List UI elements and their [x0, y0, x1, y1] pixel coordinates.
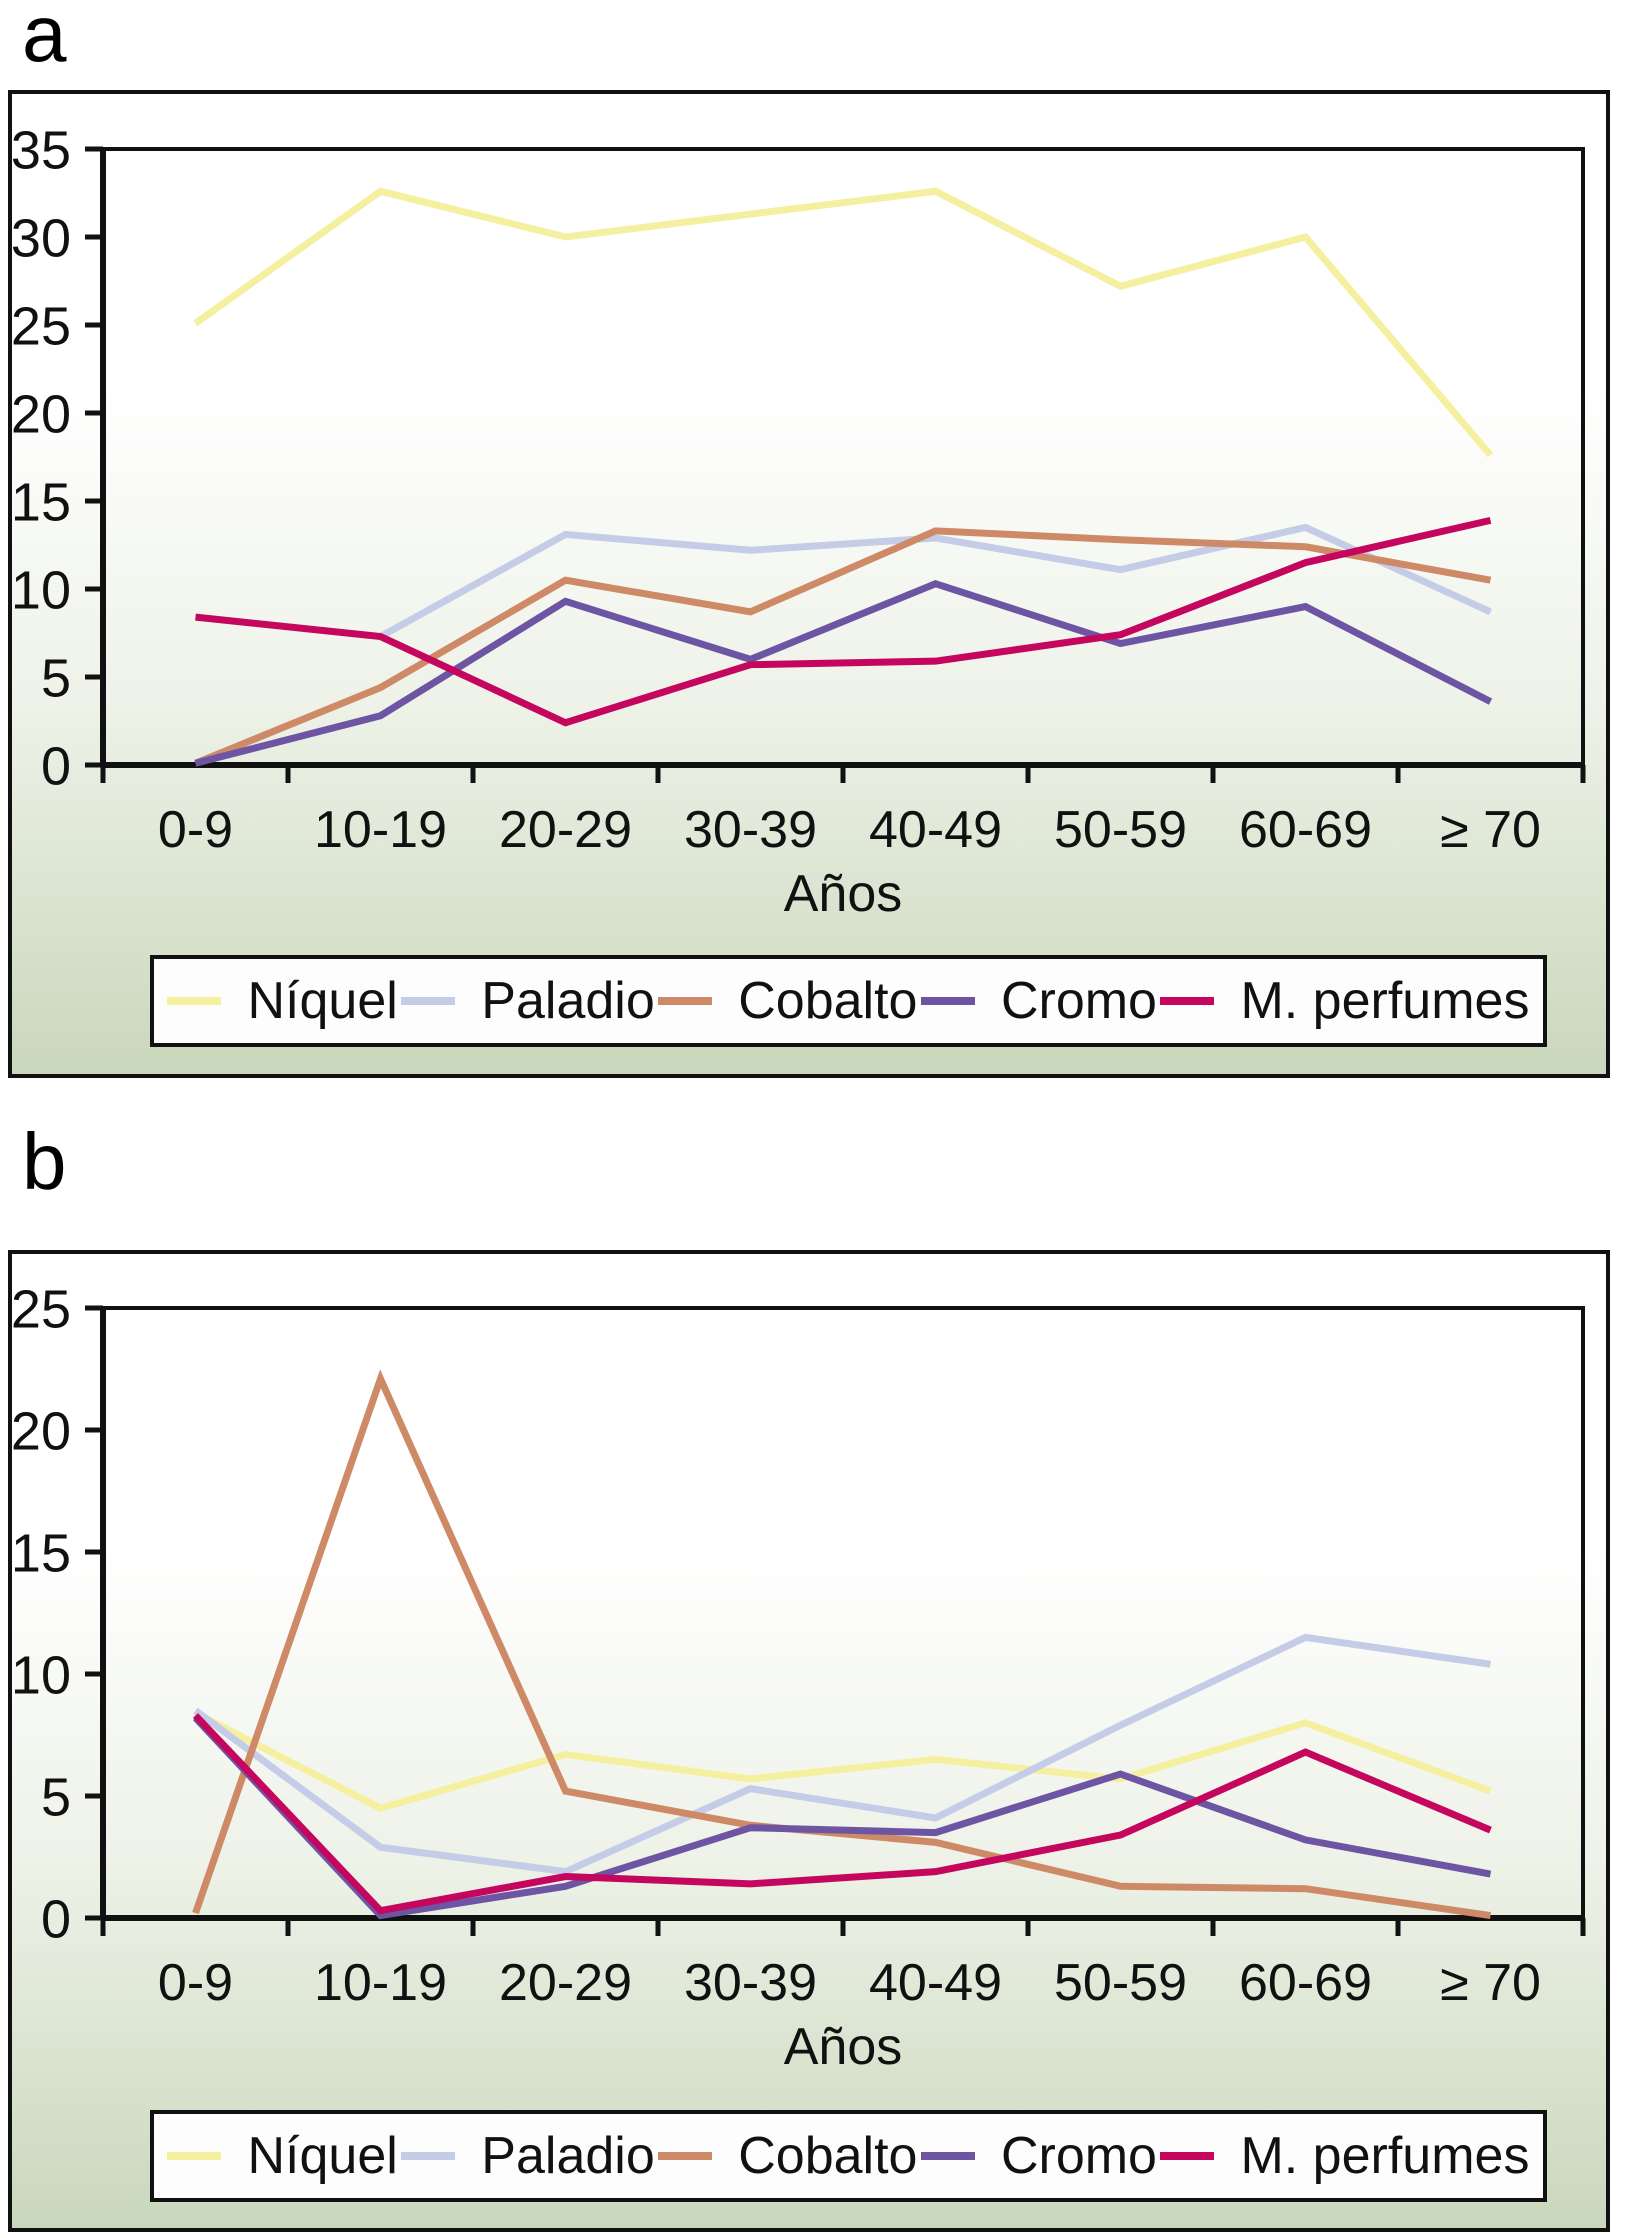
x-category-label: ≥ 70 — [1440, 801, 1541, 859]
legend-item-Cobalto: Cobalto — [658, 971, 917, 1031]
y-tick-label: 20 — [12, 1401, 71, 1461]
x-category-label: 0-9 — [158, 1954, 233, 2012]
legend-label: Níquel — [247, 2127, 398, 2185]
legend-swatch-Cobalto — [658, 997, 713, 1005]
x-category-label: 10-19 — [314, 1954, 447, 2012]
legend-item-Paladio: Paladio — [401, 971, 655, 1031]
legend-swatch-M. perfumes — [1160, 997, 1215, 1005]
x-category-label: 60-69 — [1239, 1954, 1372, 2012]
legend-label: M. perfumes — [1240, 2127, 1530, 2185]
legend-item-Níquel: Níquel — [167, 971, 398, 1031]
legend-label: Cobalto — [738, 2127, 918, 2185]
legend-label: Cobalto — [738, 972, 918, 1030]
legend-swatch-Paladio — [401, 997, 456, 1005]
series-line-Cobalto — [192, 1369, 1492, 1920]
x-axis-title: Años — [784, 865, 903, 923]
legend-swatch-Níquel — [167, 997, 222, 1005]
series-line-Níquel — [193, 1709, 1492, 1812]
legend-item-M. perfumes: M. perfumes — [1160, 971, 1529, 1031]
x-category-label: 10-19 — [314, 801, 447, 859]
chart-b-plot: 0 5 10 15 20 25 0-9 10-19 20-29 30-39 40-49 50-59 60… — [12, 1279, 1586, 2076]
y-tick-label: 25 — [12, 296, 71, 356]
x-category-label: ≥ 70 — [1440, 1954, 1541, 2012]
series-line-M. perfumes — [195, 516, 1492, 727]
legend-item-Níquel: Níquel — [167, 2126, 398, 2186]
series-line-M. perfumes — [192, 1713, 1492, 1915]
chart-panel-a: 0 5 10 15 20 25 30 35 0-9 10-19 20-29 30-39 40-49 50-… — [8, 90, 1610, 1078]
legend-swatch-Cobalto — [658, 2152, 713, 2160]
series-line-Cromo — [192, 1715, 1492, 1920]
x-category-label: 50-59 — [1054, 1954, 1187, 2012]
legend-item-Cromo: Cromo — [920, 971, 1157, 1031]
series-line-Paladio — [378, 523, 1492, 640]
x-category-label: 40-49 — [869, 801, 1002, 859]
y-tick-label: 0 — [41, 736, 71, 796]
legend-swatch-Cromo — [920, 2152, 975, 2160]
legend-swatch-Cromo — [920, 997, 975, 1005]
legend-label: M. perfumes — [1240, 972, 1530, 1030]
y-tick-label: 0 — [41, 1889, 71, 1949]
legend-label: Paladio — [481, 2127, 655, 2185]
series-line-Níquel — [193, 187, 1494, 458]
x-category-label: 40-49 — [869, 1954, 1002, 2012]
x-category-label: 30-39 — [684, 1954, 817, 2012]
legend-label: Cromo — [1000, 972, 1157, 1030]
legend-item-Cobalto: Cobalto — [658, 2126, 917, 2186]
y-tick-label: 35 — [12, 120, 71, 180]
legend-swatch-Paladio — [401, 2152, 456, 2160]
y-tick-label: 10 — [12, 560, 71, 620]
x-category-label: 20-29 — [499, 801, 632, 859]
legend-swatch-Níquel — [167, 2152, 222, 2160]
legend-swatch-M. perfumes — [1160, 2152, 1215, 2160]
x-category-label: 30-39 — [684, 801, 817, 859]
x-axis-title: Años — [784, 2018, 903, 2076]
y-tick-label: 15 — [12, 1523, 71, 1583]
chart-a-plot: 0 5 10 15 20 25 30 35 0-9 10-19 20-29 30-39 40-49 50-… — [12, 120, 1586, 923]
chart-a-legend: Níquel Paladio Cobalto Cromo M. perfumes — [150, 955, 1547, 1047]
x-category-label: 0-9 — [158, 801, 233, 859]
panel-a-label: a — [22, 0, 67, 78]
x-category-label: 50-59 — [1054, 801, 1187, 859]
series-line-Cobalto — [194, 527, 1492, 767]
legend-item-Cromo: Cromo — [920, 2126, 1157, 2186]
panel-b-label: b — [22, 1117, 67, 1206]
legend-item-M. perfumes: M. perfumes — [1160, 2126, 1529, 2186]
legend-label: Níquel — [247, 972, 398, 1030]
series-line-Paladio — [193, 1633, 1492, 1876]
legend-label: Cromo — [1000, 2127, 1157, 2185]
chart-panel-b: 0 5 10 15 20 25 0-9 10-19 20-29 30-39 40-49 50-59 60… — [8, 1250, 1610, 2232]
y-tick-label: 25 — [12, 1279, 71, 1339]
y-tick-label: 20 — [12, 384, 71, 444]
x-category-label: 20-29 — [499, 1954, 632, 2012]
legend-item-Paladio: Paladio — [401, 2126, 655, 2186]
series-line-Cromo — [194, 579, 1493, 767]
y-tick-label: 5 — [41, 648, 71, 708]
plot-border — [101, 1306, 1585, 1920]
y-tick-label: 30 — [12, 208, 71, 268]
y-tick-label: 5 — [41, 1767, 71, 1827]
y-tick-label: 15 — [12, 472, 71, 532]
plot-border — [101, 147, 1585, 767]
legend-label: Paladio — [481, 972, 655, 1030]
y-tick-label: 10 — [12, 1645, 71, 1705]
chart-b-legend: Níquel Paladio Cobalto Cromo M. perfumes — [150, 2110, 1547, 2202]
x-category-label: 60-69 — [1239, 801, 1372, 859]
